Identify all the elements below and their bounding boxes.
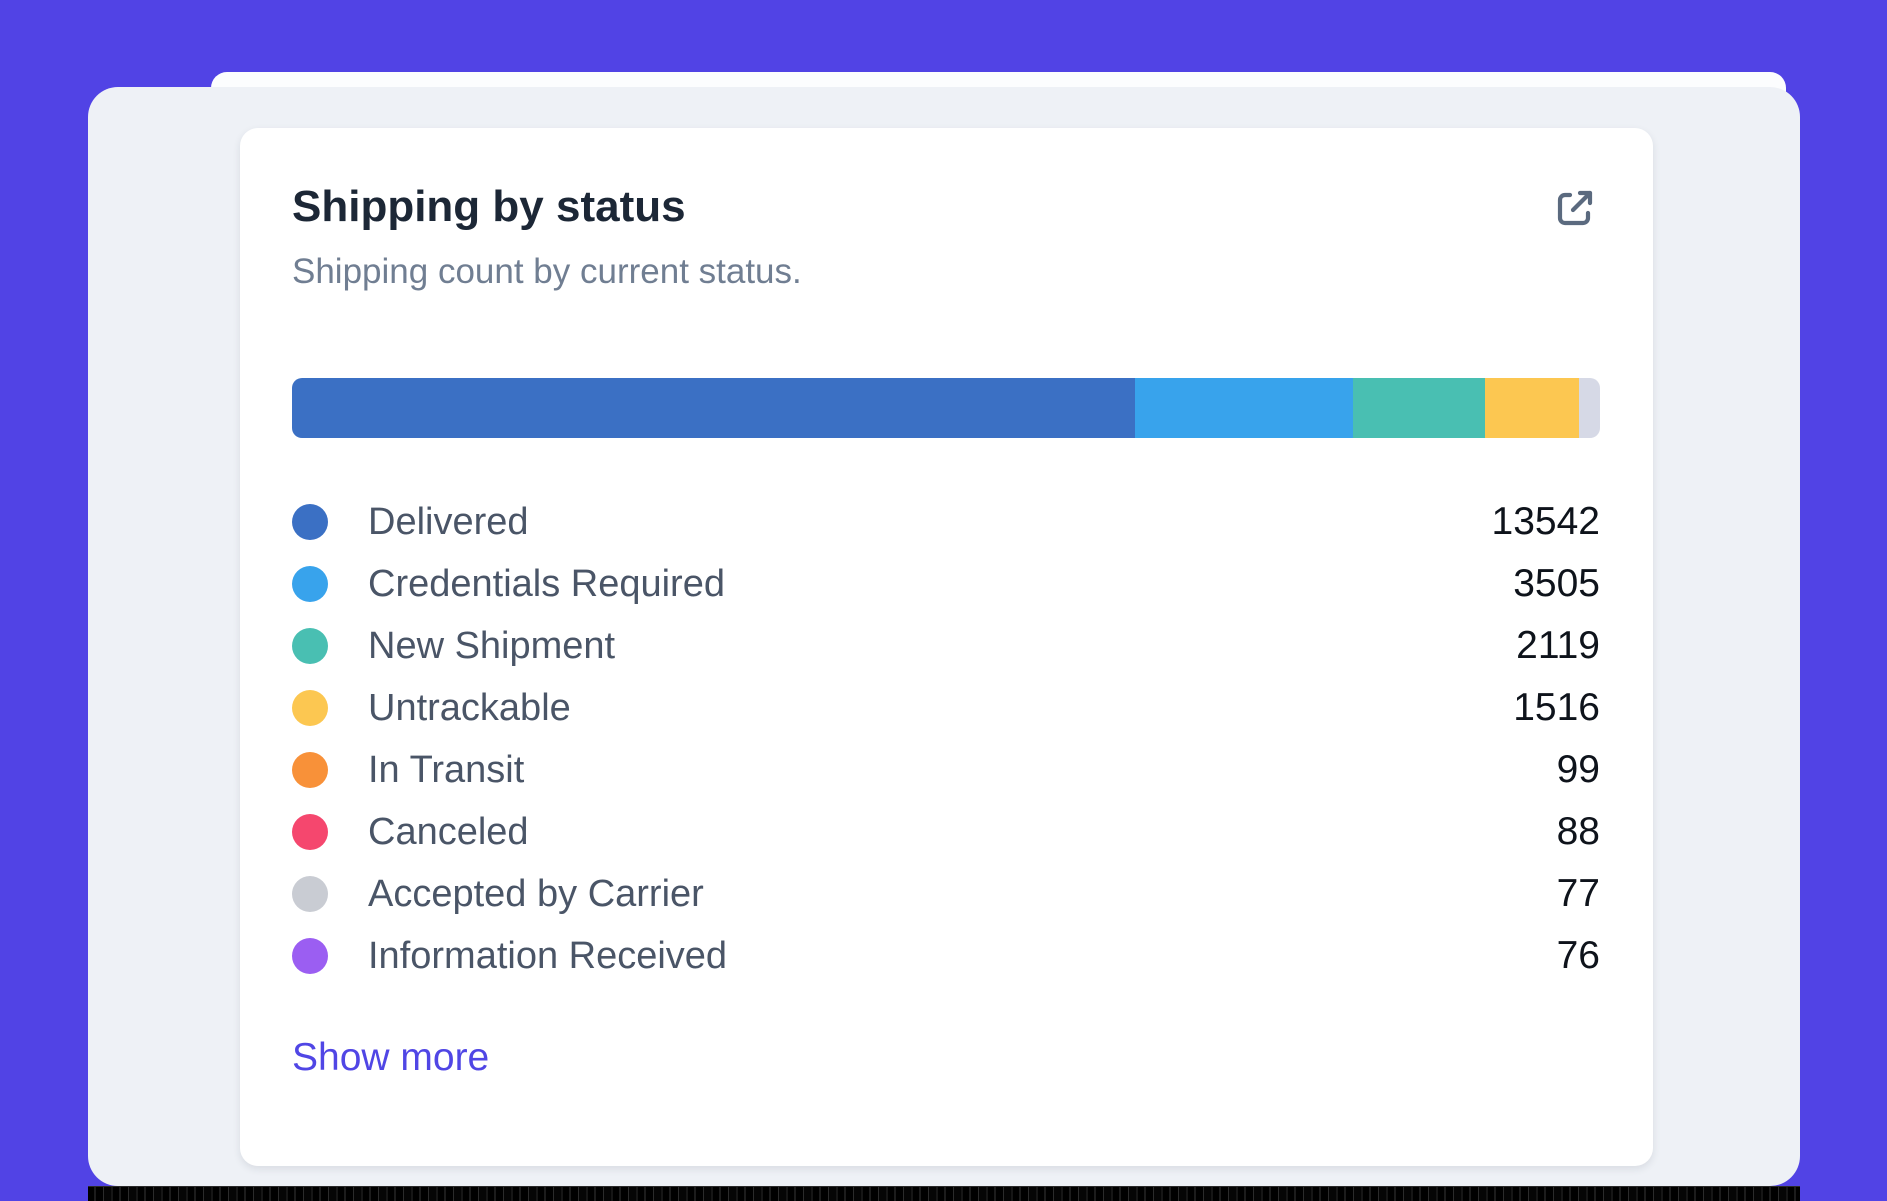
legend-color-dot [292,504,328,540]
legend-value: 77 [1556,872,1600,915]
legend-value: 88 [1556,810,1600,853]
legend-row: Credentials Required 3505 [292,553,1600,615]
status-distribution-bar [292,378,1600,438]
card-title: Shipping by status [292,182,686,231]
external-link-icon [1551,184,1599,232]
legend-color-dot [292,938,328,974]
bar-segment-remainder [1578,378,1600,438]
legend-color-dot [292,814,328,850]
legend-row: Delivered 13542 [292,491,1600,553]
bar-segment-new-shipment [1352,378,1485,438]
bar-segment-untrackable [1484,378,1579,438]
legend-row: Information Received 76 [292,925,1600,987]
legend-row: New Shipment 2119 [292,615,1600,677]
legend-value: 99 [1556,748,1600,791]
show-more-link[interactable]: Show more [292,1036,490,1079]
legend-row: In Transit 99 [292,739,1600,801]
legend-color-dot [292,690,328,726]
legend-label: In Transit [368,748,525,791]
legend-value: 76 [1556,934,1600,977]
legend-label: New Shipment [368,624,616,667]
legend-label: Untrackable [368,686,571,729]
card-subtitle: Shipping count by current status. [292,252,802,291]
legend-value: 1516 [1513,686,1600,729]
legend-label: Delivered [368,500,529,543]
expand-card-button[interactable] [1547,180,1603,236]
shipping-by-status-card: Shipping by status Shipping count by cur… [240,128,1653,1166]
legend-color-dot [292,876,328,912]
legend-color-dot [292,628,328,664]
legend-row: Accepted by Carrier 77 [292,863,1600,925]
legend-label: Accepted by Carrier [368,872,704,915]
status-legend: Delivered 13542 Credentials Required 350… [292,491,1600,987]
legend-label: Credentials Required [368,562,725,605]
bar-segment-delivered [292,378,1135,438]
bar-segment-credentials-required [1134,378,1353,438]
legend-color-dot [292,752,328,788]
legend-value: 13542 [1491,500,1600,543]
legend-color-dot [292,566,328,602]
legend-row: Canceled 88 [292,801,1600,863]
legend-value: 3505 [1513,562,1600,605]
legend-row: Untrackable 1516 [292,677,1600,739]
bottom-scrub-bar [88,1186,1800,1201]
legend-label: Information Received [368,934,728,977]
legend-label: Canceled [368,810,529,853]
legend-value: 2119 [1516,624,1600,667]
